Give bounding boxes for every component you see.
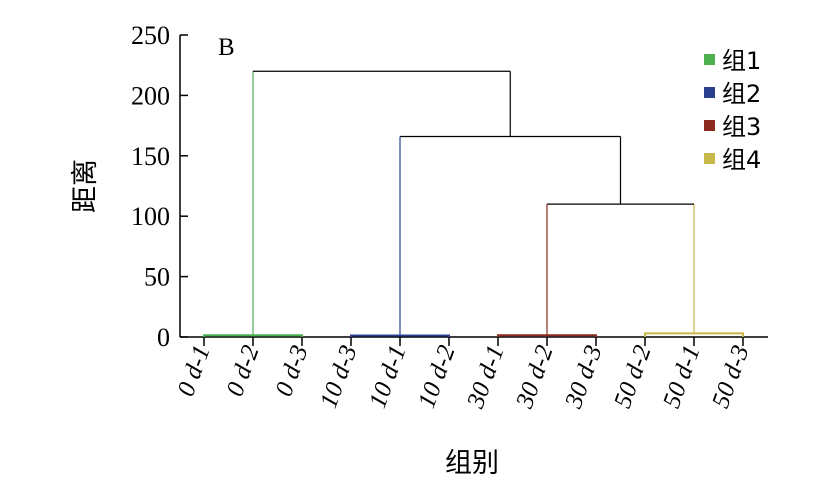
- x-tick-label: 0 d-3: [270, 342, 313, 400]
- y-axis-label: 距离: [70, 159, 101, 213]
- x-tick-label: 10 d-3: [315, 342, 362, 412]
- y-tick-label: 50: [144, 263, 170, 292]
- x-tick-label: 50 d-3: [707, 342, 754, 412]
- y-tick-label: 150: [131, 142, 170, 171]
- dendrogram-tree: [203, 70, 744, 337]
- panel-label: B: [218, 34, 235, 61]
- x-tick-label: 10 d-2: [413, 342, 460, 412]
- x-tick-label: 50 d-1: [658, 342, 705, 412]
- x-axis-label: 组别: [445, 448, 499, 479]
- y-tick-label: 200: [131, 81, 170, 110]
- legend-entry: 组3: [722, 113, 761, 141]
- y-tick-label: 100: [131, 202, 170, 231]
- x-tick-label: 0 d-2: [221, 342, 264, 400]
- x-tick-label: 30 d-1: [462, 342, 510, 413]
- x-tick-label: 0 d-1: [172, 342, 215, 400]
- legend-swatch: [704, 153, 715, 164]
- legend-swatch: [704, 87, 715, 98]
- legend: 组1 组2 组3 组4: [704, 47, 761, 174]
- x-tick-label: 10 d-1: [364, 342, 411, 412]
- x-tick-label: 50 d-2: [609, 342, 656, 412]
- x-tick-label: 30 d-2: [511, 342, 559, 413]
- y-tick-label: 250: [131, 21, 170, 50]
- legend-swatch: [704, 54, 715, 65]
- y-tick-label: 0: [157, 323, 170, 352]
- legend-entry: 组2: [722, 80, 761, 108]
- legend-entry: 组4: [722, 146, 761, 174]
- legend-entry: 组1: [722, 47, 761, 75]
- x-tick-label: 30 d-3: [560, 342, 608, 413]
- legend-swatch: [704, 120, 715, 131]
